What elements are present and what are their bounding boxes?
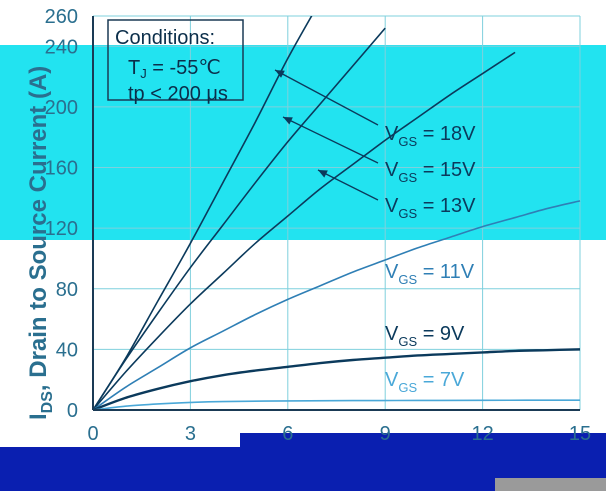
axes [92, 16, 580, 411]
label-arrows [274, 69, 379, 201]
label-vgs-15v: VGS = 15V [385, 159, 476, 185]
background-cyan-band [0, 100, 606, 240]
curve-vgs-13v [93, 51, 516, 410]
arrow-head [275, 70, 285, 78]
tj-label: T [128, 57, 140, 79]
conditions-tj: TJ = -55℃ [128, 57, 221, 81]
y-tick-label: 40 [56, 339, 78, 361]
label-vgs-9v: VGS = 9V [385, 323, 465, 349]
curve-vgs-9v [93, 348, 581, 410]
curve-vgs-18v [93, 16, 313, 410]
series-label-sub: GS [398, 170, 417, 185]
label-arrow [282, 116, 379, 164]
series-label-main: V [385, 159, 399, 181]
label-vgs-7v: VGS = 7V [385, 369, 465, 395]
tj-sub: J [140, 66, 147, 81]
x-tick-label: 0 [87, 423, 98, 445]
series-label-sub: GS [398, 334, 417, 349]
x-tick-label: 15 [569, 423, 591, 445]
y-tick-label: 240 [45, 36, 78, 58]
background-cyan-band [0, 45, 606, 103]
y-tick-label: 120 [45, 218, 78, 240]
tj-value: = -55℃ [147, 57, 221, 79]
series-label-main: V [385, 123, 399, 145]
y-axis-label-sub: DS [39, 391, 56, 414]
y-tick-label: 260 [45, 6, 78, 28]
y-tick-label: 0 [67, 400, 78, 422]
series-label-rest: = 11V [417, 261, 475, 283]
x-tick-label: 3 [185, 423, 196, 445]
arrow-head [318, 170, 328, 178]
series-label-rest: = 7V [417, 369, 465, 391]
arrow-head [283, 117, 293, 125]
series-label-rest: = 18V [417, 123, 476, 145]
series-label-sub: GS [398, 272, 417, 287]
curve-vgs-11v [93, 200, 581, 410]
y-axis-label-main: I [25, 413, 52, 420]
y-tick-label: 200 [45, 97, 78, 119]
label-arrow [274, 69, 379, 126]
label-vgs-18v: VGS = 18V [385, 123, 476, 149]
conditions-tp: tp < 200 μs [128, 83, 228, 105]
y-axis-label: IDS, Drain to Source Current (A) [25, 66, 56, 420]
series-label-main: V [385, 261, 399, 283]
series-label-rest: = 13V [417, 195, 476, 217]
conditions-box [107, 19, 244, 101]
curve-vgs-15v [93, 27, 386, 410]
tick-labels: 0 3 6 9 12 15 0 40 80 120 160 200 240 260 [45, 6, 592, 445]
label-vgs-13v: VGS = 13V [385, 195, 476, 221]
label-arrow [317, 169, 379, 201]
curve-vgs-7v [93, 399, 581, 410]
series-label-sub: GS [398, 380, 417, 395]
x-tick-label: 9 [380, 423, 391, 445]
series-label-sub: GS [398, 206, 417, 221]
background-blue-bar-top [240, 433, 606, 449]
label-vgs-11v: VGS = 11V [385, 261, 475, 287]
series-label-main: V [385, 323, 399, 345]
series-label-rest: = 15V [417, 159, 476, 181]
series-label-main: V [385, 195, 399, 217]
y-tick-label: 80 [56, 279, 78, 301]
background-gray-block [495, 478, 606, 491]
series-label-sub: GS [398, 134, 417, 149]
y-axis-label-rest: , Drain to Source Current (A) [25, 66, 52, 391]
conditions-title: Conditions: [115, 27, 215, 49]
grid-lines [93, 15, 581, 410]
curves [93, 16, 581, 410]
y-tick-label: 160 [45, 158, 78, 180]
x-tick-label: 6 [282, 423, 293, 445]
series-label-rest: = 9V [417, 323, 465, 345]
x-tick-label: 12 [471, 423, 493, 445]
series-label-main: V [385, 369, 399, 391]
